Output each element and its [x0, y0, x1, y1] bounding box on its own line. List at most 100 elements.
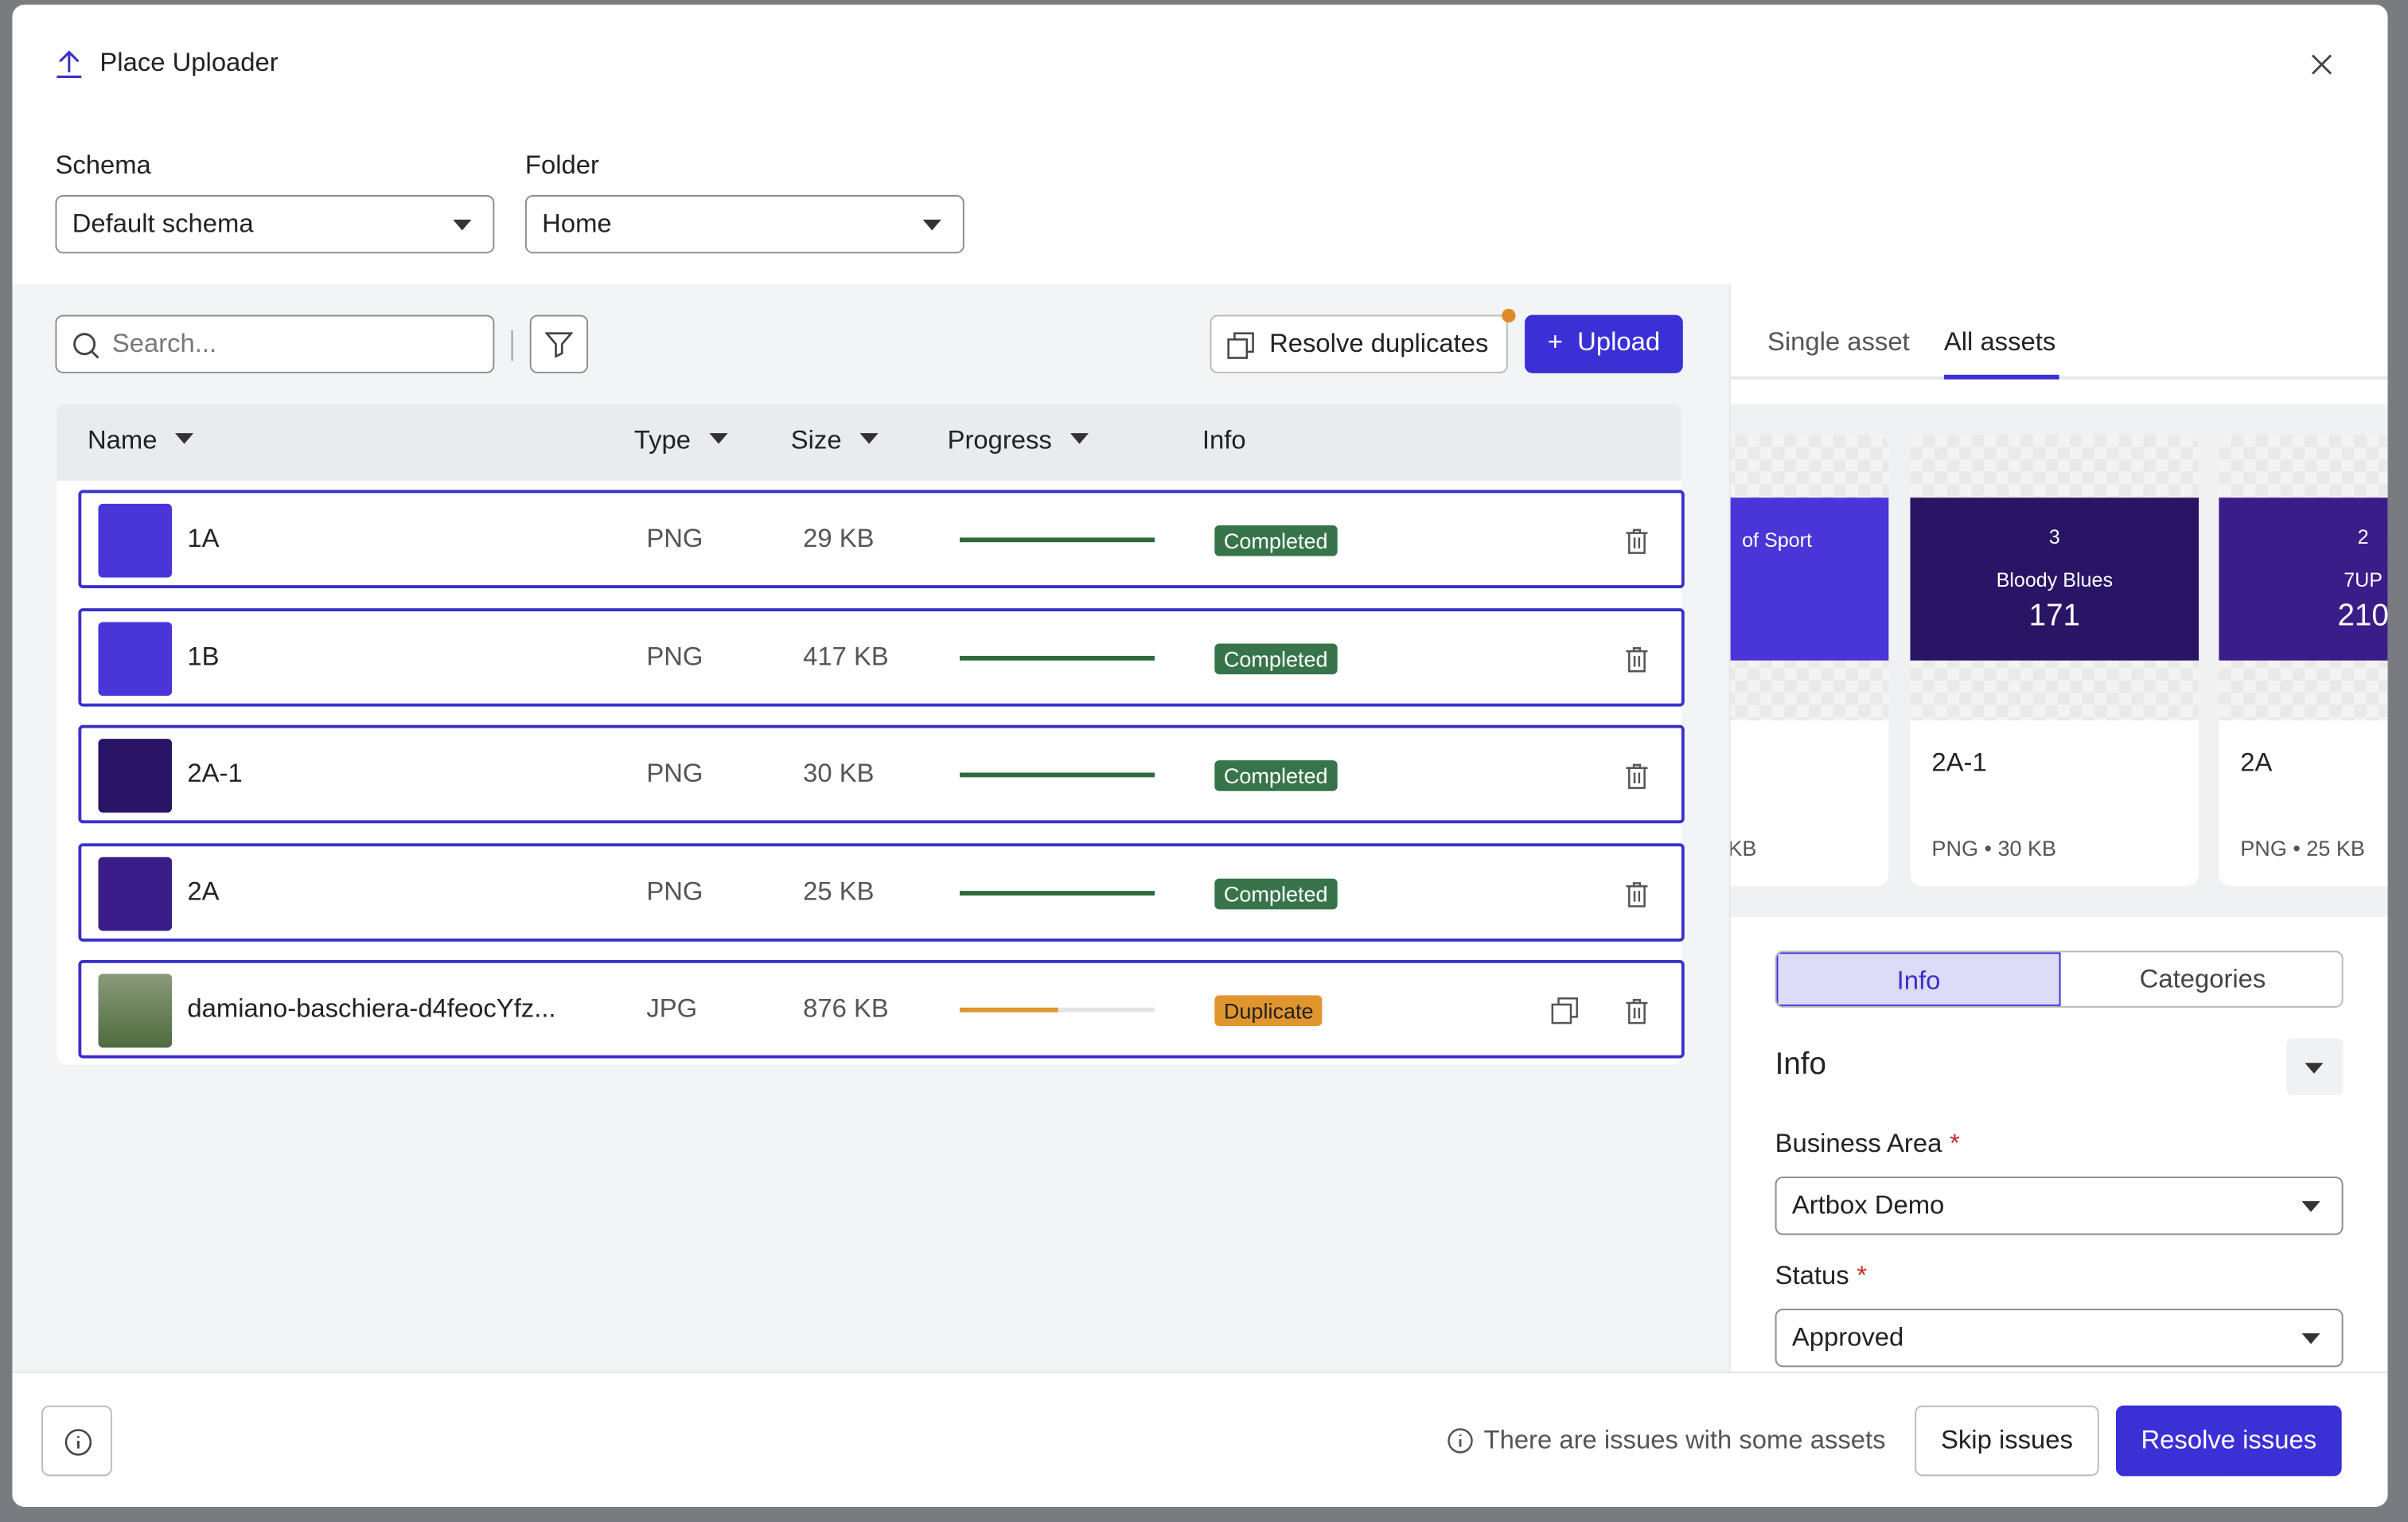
issues-notice: There are issues with some assets	[1447, 1425, 1886, 1457]
art-number: 171	[2028, 599, 2081, 633]
art-title: Bloody Blues	[1996, 568, 2114, 591]
upload-button[interactable]: + Upload	[1525, 314, 1683, 373]
progress-bar	[960, 890, 1155, 895]
thumbnail	[98, 739, 173, 813]
status-badge: Completed	[1214, 642, 1338, 674]
info-button[interactable]	[41, 1405, 112, 1477]
segment-control: Info Categories	[1775, 950, 2344, 1008]
field-select[interactable]: Artbox Demo	[1775, 1177, 2344, 1235]
status-badge: Completed	[1214, 877, 1338, 909]
file-type: PNG	[646, 759, 703, 788]
search-input[interactable]: Search...	[55, 314, 495, 373]
issues-notice-text: There are issues with some assets	[1483, 1425, 1886, 1455]
required-mark: *	[1949, 1129, 1960, 1158]
thumbnail	[98, 974, 173, 1048]
delete-icon[interactable]	[1622, 643, 1653, 674]
card-strip: of Sport KB 3 Bloody Blues 171 2A-1 PNG • 30 K…	[1730, 404, 2388, 917]
card-name: 2A	[2240, 747, 2273, 778]
card-meta: PNG • 30 KB	[1931, 835, 2057, 861]
column-header[interactable]: Progress	[948, 425, 1089, 456]
folder-select[interactable]: Home	[524, 195, 964, 254]
file-name: 2A-1	[187, 759, 243, 788]
column-header[interactable]: Type	[633, 425, 728, 456]
art-badge: 3	[2048, 525, 2060, 548]
resolve-issues-text: Resolve issues	[2141, 1425, 2317, 1455]
close-button[interactable]	[2309, 53, 2334, 77]
column-title: Progress	[947, 425, 1052, 455]
art-number: 210	[2337, 599, 2388, 633]
tab[interactable]: All assets	[1943, 327, 2056, 357]
card-meta: PNG • 25 KB	[2240, 835, 2365, 861]
duplicate-icon[interactable]	[1549, 995, 1580, 1026]
section-title: Info	[1775, 1047, 1826, 1082]
asset-card[interactable]: 2 7UP 210 2A PNG • 25 KB	[2219, 435, 2388, 887]
table-row[interactable]: 1B PNG 417 KB Completed	[78, 607, 1685, 706]
caret	[709, 433, 728, 444]
caret	[2301, 1333, 2320, 1344]
table-row[interactable]: 2A-1 PNG 30 KB Completed	[78, 724, 1685, 824]
asset-card[interactable]: 3 Bloody Blues 171 2A-1 PNG • 30 KB	[1910, 435, 2200, 887]
card-art: of Sport	[1730, 498, 1889, 661]
delete-icon[interactable]	[1622, 995, 1653, 1026]
column-header[interactable]: Name	[88, 425, 194, 456]
progress-track	[960, 537, 1155, 543]
column-header[interactable]: Info	[1202, 425, 1246, 456]
table-row[interactable]: damiano-baschiera-d4feocYfz... JPG 876 KB D…	[78, 960, 1685, 1059]
field-value: Artbox Demo	[1791, 1190, 1945, 1220]
search-placeholder: Search...	[111, 328, 217, 358]
progress-bar	[960, 772, 1155, 778]
file-name: 1A	[187, 523, 220, 553]
column-title: Info	[1202, 425, 1246, 455]
field-value: Approved	[1791, 1322, 1904, 1352]
progress-track	[960, 654, 1155, 660]
art-title: 7UP	[2344, 568, 2383, 591]
caret	[1070, 433, 1089, 444]
file-size: 25 KB	[803, 876, 875, 906]
field-label-text: Business Area	[1775, 1129, 1942, 1158]
skip-issues-text: Skip issues	[1941, 1425, 2073, 1455]
modal: Place Uploader Schema Default schema Fol…	[12, 4, 2388, 1507]
column-title: Size	[790, 425, 842, 455]
delete-icon[interactable]	[1622, 760, 1653, 791]
field-label-text: Status	[1775, 1261, 1849, 1290]
resolve-duplicates-button[interactable]: Resolve duplicates	[1210, 314, 1508, 373]
schema-select[interactable]: Default schema	[55, 195, 495, 254]
segment[interactable]: Info	[1776, 952, 2061, 1006]
asset-card[interactable]: of Sport KB	[1730, 435, 1889, 887]
card-name: 2A-1	[1931, 747, 1987, 778]
folder-label: Folder	[524, 150, 599, 180]
file-size: 876 KB	[803, 993, 889, 1024]
tab[interactable]: Single asset	[1767, 327, 1910, 357]
skip-issues-button[interactable]: Skip issues	[1915, 1405, 2099, 1477]
delete-icon[interactable]	[1622, 525, 1653, 556]
file-size: 417 KB	[803, 641, 889, 671]
delete-icon[interactable]	[1622, 878, 1653, 909]
resolve-duplicates-text: Resolve duplicates	[1269, 328, 1489, 358]
resolve-issues-button[interactable]: Resolve issues	[2115, 1405, 2342, 1477]
schema-label: Schema	[55, 150, 151, 180]
thumbnail	[98, 503, 173, 578]
table-header: Name Type Size Progress Info	[56, 404, 1681, 481]
file-name: 1B	[187, 641, 220, 671]
thumbnail	[98, 856, 173, 931]
column-header[interactable]: Size	[791, 425, 879, 456]
column-title: Type	[633, 425, 692, 455]
column-title: Name	[87, 425, 158, 455]
file-type: JPG	[646, 993, 698, 1024]
filter-button[interactable]	[529, 314, 589, 373]
table-row[interactable]: 2A PNG 25 KB Completed	[78, 842, 1685, 941]
folder-value: Home	[542, 209, 612, 239]
card-image: 2 7UP 210	[2219, 435, 2388, 720]
file-type: PNG	[646, 876, 703, 906]
table-row[interactable]: 1A PNG 29 KB Completed	[78, 490, 1685, 589]
card-art: 3 Bloody Blues 171	[1910, 498, 2200, 661]
collapse-button[interactable]	[2286, 1038, 2344, 1095]
segment[interactable]: Categories	[2139, 964, 2266, 994]
field-label: Status *	[1775, 1261, 1867, 1292]
card-image: 3 Bloody Blues 171	[1910, 435, 2200, 720]
footer: There are issues with some assets Skip i…	[12, 1372, 2388, 1507]
field-select[interactable]: Approved	[1775, 1309, 2344, 1368]
file-size: 29 KB	[803, 523, 875, 553]
